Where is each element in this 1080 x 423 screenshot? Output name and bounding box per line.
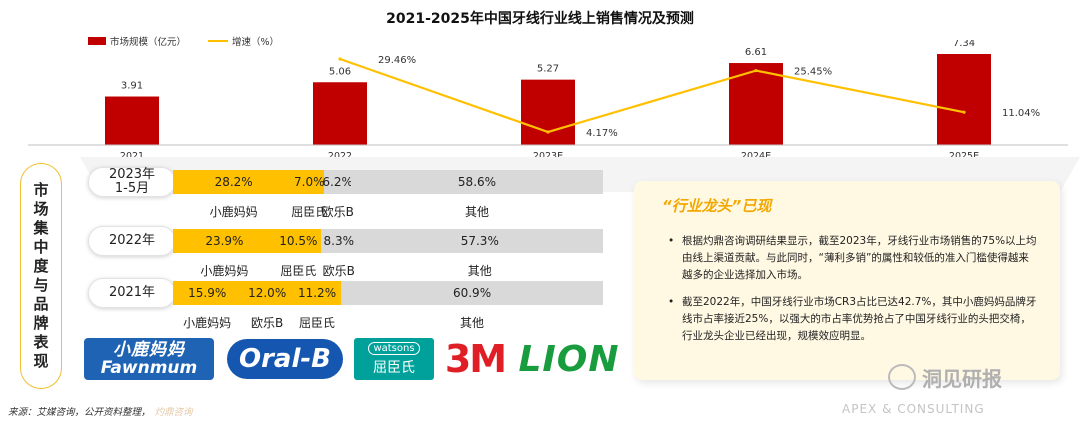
bar-value-label: 7.34 (953, 40, 975, 49)
bar-value-label: 5.06 (329, 66, 351, 77)
brand-label: 其他 (464, 205, 490, 219)
share-segment: 28.2% (173, 170, 295, 194)
x-tick-label: 2022 (328, 151, 352, 162)
share-segment: 23.9% (173, 229, 276, 253)
fawnmum-logo-cn: 小鹿妈妈 (113, 340, 185, 360)
share-segment: 10.5% (275, 229, 321, 253)
brand-label: 屈臣氏 (280, 264, 317, 278)
brand-label: 屈臣氏 (291, 205, 328, 219)
fawnmum-logo-en: Fawnmum (100, 358, 198, 378)
growth-value-label: 4.17% (586, 128, 618, 139)
growth-line (339, 57, 965, 134)
growth-point (754, 68, 758, 73)
share-segment: 7.0% (294, 170, 325, 194)
x-tick-label: 2023E (533, 151, 563, 162)
share-bar: 28.2% 7.0% 6.2% 58.6% (173, 170, 603, 194)
share-segment: 58.6% (351, 170, 603, 194)
bar-value-label: 5.27 (537, 64, 559, 75)
bar-2023E (521, 79, 575, 145)
watsons-logo-cn: 屈臣氏 (373, 359, 415, 376)
source-note: 来源：艾媒咨询，公开资料整理， 灼鼎咨询 (8, 404, 193, 418)
share-segment: 6.2% (322, 170, 353, 194)
growth-point (338, 57, 342, 61)
brand-label: 欧乐B (321, 205, 354, 219)
growth-point (962, 110, 966, 114)
brand-label: 小鹿妈妈 (200, 264, 249, 278)
oralb-logo-text: Oral-B (227, 339, 343, 379)
x-tick-label: 2024E (741, 151, 771, 162)
side-title-box: 市场集中度与品牌表现 (20, 163, 62, 389)
insight-panel: “行业龙头”已现 根据灼鼎咨询调研结果显示，截至2023年，牙线行业市场销售的7… (634, 181, 1060, 380)
year-pill: 2022年 (88, 226, 176, 256)
side-title: 市场集中度与品牌表现 (33, 181, 49, 370)
share-bar: 23.9% 10.5% 8.3% 57.3% (173, 229, 603, 253)
3m-logo: 3M (444, 337, 507, 381)
year-pill: 2021年 (88, 278, 176, 308)
brand-label: 其他 (460, 316, 485, 330)
growth-value-label: 11.04% (1002, 108, 1040, 119)
bar-value-label: 6.61 (745, 47, 767, 58)
brand-label: 小鹿妈妈 (183, 316, 232, 330)
legend-bar-label: 市场规模（亿元） (110, 37, 187, 48)
watsons-logo: watsons 屈臣氏 (354, 338, 434, 380)
share-segment: 60.9% (341, 281, 603, 305)
legend-line-swatch (208, 40, 229, 42)
growth-point (546, 130, 550, 134)
fawnmum-logo: 小鹿妈妈 Fawnmum (84, 338, 214, 380)
watsons-logo-en: watsons (368, 341, 420, 355)
bar-2021 (105, 96, 159, 145)
year-pill: 2023年 1-5月 (88, 167, 176, 197)
growth-value-label: 29.46% (378, 55, 416, 66)
insight-list: 根据灼鼎咨询调研结果显示，截至2023年，牙线行业市场销售的75%以上均由线上渠… (668, 233, 1038, 355)
share-segment: 15.9% (173, 281, 242, 305)
brand-label: 小鹿妈妈 (209, 205, 258, 219)
share-bar: 15.9% 12.0% 11.2% 60.9% (173, 281, 603, 305)
wechat-icon (888, 364, 916, 390)
x-tick-label: 2021 (120, 151, 144, 162)
market-size-chart: 3.91 5.06 5.27 6.61 7.34 2021 2022 2023E 2024E 20… (28, 40, 1068, 162)
chart-legend: 市场规模（亿元） 增速（%） (88, 34, 279, 48)
brand-label: 其他 (467, 264, 492, 278)
footer-brand: APEX & CONSULTING (842, 402, 985, 416)
x-tick-label: 2025E (949, 151, 979, 162)
source-text: 来源：艾媒咨询，公开资料整理， (8, 407, 151, 418)
insight-bullet-1: 根据灼鼎咨询调研结果显示，截至2023年，牙线行业市场销售的75%以上均由线上渠… (668, 233, 1038, 284)
share-segment: 8.3% (320, 229, 357, 253)
bar-2025E (937, 53, 991, 145)
brand-label: 欧乐B (322, 264, 355, 278)
insight-bullet-2: 截至2022年，中国牙线行业市场CR3占比已达42.7%，其中小鹿妈妈品牌牙线市… (668, 294, 1038, 345)
source-faint-text: 灼鼎咨询 (154, 407, 193, 418)
share-segment: 12.0% (241, 281, 293, 305)
brand-label: 屈臣氏 (299, 316, 336, 330)
lion-logo: LION (518, 338, 620, 380)
bar-2022 (313, 82, 367, 145)
legend-bar-swatch (88, 37, 106, 45)
chart-title: 2021-2025年中国牙线行业线上销售情况及预测 (386, 11, 694, 27)
share-segment: 11.2% (292, 281, 342, 305)
watermark-text: 洞见研报 (922, 367, 1002, 391)
growth-value-label: 25.45% (794, 67, 832, 78)
bar-value-label: 3.91 (121, 81, 143, 92)
legend-line-label: 增速（%） (232, 37, 280, 48)
oralb-logo: Oral-B (222, 338, 348, 380)
insight-panel-title: “行业龙头”已现 (662, 197, 772, 215)
brand-label: 欧乐B (251, 316, 284, 330)
share-segment: 57.3% (356, 229, 603, 253)
